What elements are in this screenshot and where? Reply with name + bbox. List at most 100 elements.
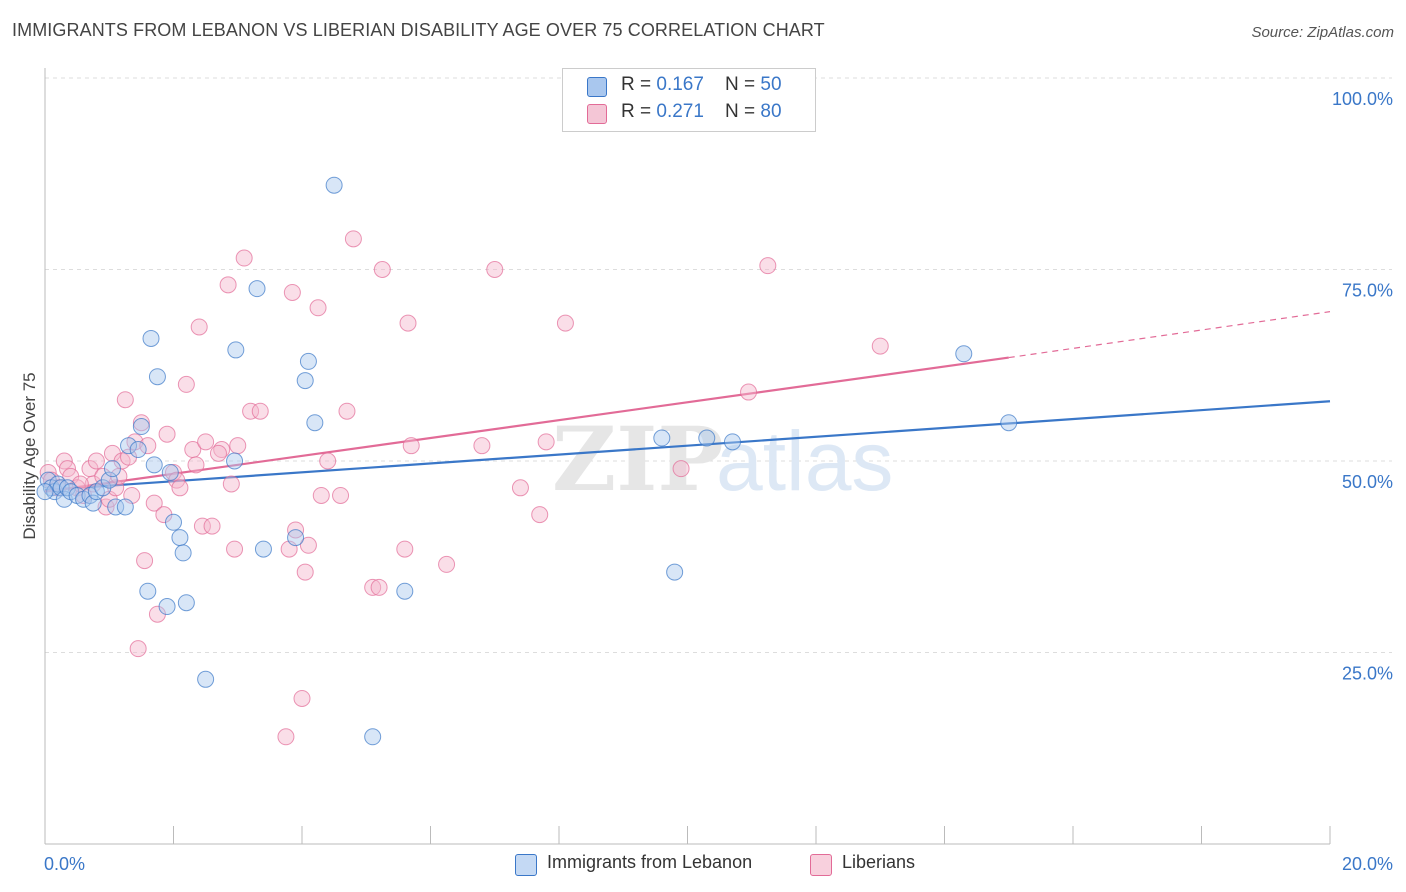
point-liberians xyxy=(219,276,237,294)
point-liberians xyxy=(171,479,189,497)
point-liberians xyxy=(332,486,350,504)
point-lebanon xyxy=(287,529,305,547)
point-liberians xyxy=(229,437,247,455)
point-liberians xyxy=(187,456,205,474)
point-lebanon xyxy=(197,670,215,688)
liberians-legend-swatch xyxy=(810,854,832,876)
point-liberians xyxy=(235,249,253,267)
point-liberians xyxy=(277,728,295,746)
point-lebanon xyxy=(132,418,150,436)
point-lebanon xyxy=(103,460,121,478)
point-liberians xyxy=(177,375,195,393)
point-lebanon xyxy=(955,345,973,363)
point-lebanon xyxy=(171,529,189,547)
point-lebanon xyxy=(36,483,54,501)
trend-line-lebanon xyxy=(44,400,1331,492)
point-lebanon xyxy=(177,594,195,612)
watermark-atlas: atlas xyxy=(716,414,893,508)
point-lebanon xyxy=(226,452,244,470)
point-lebanon xyxy=(364,728,382,746)
source-label: Source: ZipAtlas.com xyxy=(1251,24,1394,41)
point-lebanon xyxy=(248,280,266,298)
point-lebanon xyxy=(174,544,192,562)
point-lebanon xyxy=(107,498,125,516)
y-tick-label: 25.0% xyxy=(1342,664,1393,684)
point-lebanon xyxy=(165,513,182,531)
point-liberians xyxy=(370,578,388,596)
point-liberians xyxy=(203,517,221,535)
point-lebanon xyxy=(666,563,684,581)
point-liberians xyxy=(226,540,244,558)
trend-line-liberians xyxy=(44,356,1009,493)
point-liberians xyxy=(136,552,154,570)
point-liberians xyxy=(296,563,314,581)
point-liberians xyxy=(190,318,208,336)
point-lebanon xyxy=(325,176,343,194)
point-liberians xyxy=(402,437,420,455)
n-value: 50 xyxy=(760,74,782,95)
point-liberians xyxy=(871,337,889,355)
point-liberians xyxy=(293,689,311,707)
point-lebanon xyxy=(145,456,163,474)
lebanon-swatch xyxy=(587,77,607,97)
point-liberians xyxy=(511,479,529,497)
point-lebanon xyxy=(161,463,179,481)
x-tick-label: 20.0% xyxy=(1342,854,1393,874)
point-lebanon xyxy=(254,540,272,558)
point-liberians xyxy=(242,402,260,420)
point-lebanon xyxy=(1000,414,1018,432)
point-liberians xyxy=(396,540,414,558)
point-liberians xyxy=(251,402,269,420)
point-liberians xyxy=(299,536,317,554)
point-lebanon xyxy=(723,433,741,451)
chart-title: IMMIGRANTS FROM LEBANON VS LIBERIAN DISA… xyxy=(12,20,825,40)
point-lebanon xyxy=(698,429,716,447)
point-liberians xyxy=(740,383,758,401)
point-lebanon xyxy=(653,429,671,447)
point-liberians xyxy=(486,261,504,278)
watermark-zip: ZIP xyxy=(552,407,724,511)
point-lebanon xyxy=(142,329,160,347)
point-liberians xyxy=(473,437,491,455)
point-liberians xyxy=(556,314,574,332)
legend-label-lebanon: Immigrants from Lebanon xyxy=(547,852,753,872)
y-axis-label: Disability Age Over 75 xyxy=(20,372,39,539)
n-value: 80 xyxy=(760,101,782,122)
point-liberians xyxy=(537,433,555,451)
liberians-swatch xyxy=(587,104,607,124)
trend-line-extension xyxy=(1008,311,1331,359)
point-liberians xyxy=(672,460,690,478)
point-liberians xyxy=(283,283,301,301)
point-liberians xyxy=(309,299,327,317)
point-liberians xyxy=(759,257,777,275)
point-lebanon xyxy=(306,414,324,432)
point-liberians xyxy=(145,494,163,512)
legend-label-liberians: Liberians xyxy=(842,852,916,872)
y-tick-label: 75.0% xyxy=(1342,281,1393,301)
point-liberians xyxy=(132,414,150,432)
point-liberians xyxy=(399,314,417,332)
point-liberians xyxy=(438,555,456,573)
point-lebanon xyxy=(129,441,147,459)
point-liberians xyxy=(373,261,391,278)
n-label: N = xyxy=(725,101,761,122)
point-lebanon xyxy=(296,372,314,390)
x-tick-label: 0.0% xyxy=(44,854,85,874)
point-liberians xyxy=(338,402,356,420)
lebanon-legend-swatch xyxy=(515,854,537,876)
point-liberians xyxy=(344,230,362,248)
point-liberians xyxy=(531,506,549,524)
point-lebanon xyxy=(227,341,245,359)
point-lebanon xyxy=(120,437,138,455)
r-value: 0.167 xyxy=(656,74,704,95)
point-liberians xyxy=(364,578,382,596)
point-liberians xyxy=(116,391,134,409)
n-label: N = xyxy=(725,74,761,95)
point-lebanon xyxy=(116,498,134,516)
point-lebanon xyxy=(148,368,166,386)
point-lebanon xyxy=(299,352,317,370)
point-liberians xyxy=(139,437,157,455)
point-liberians xyxy=(158,425,176,443)
r-label: R = xyxy=(621,74,657,95)
